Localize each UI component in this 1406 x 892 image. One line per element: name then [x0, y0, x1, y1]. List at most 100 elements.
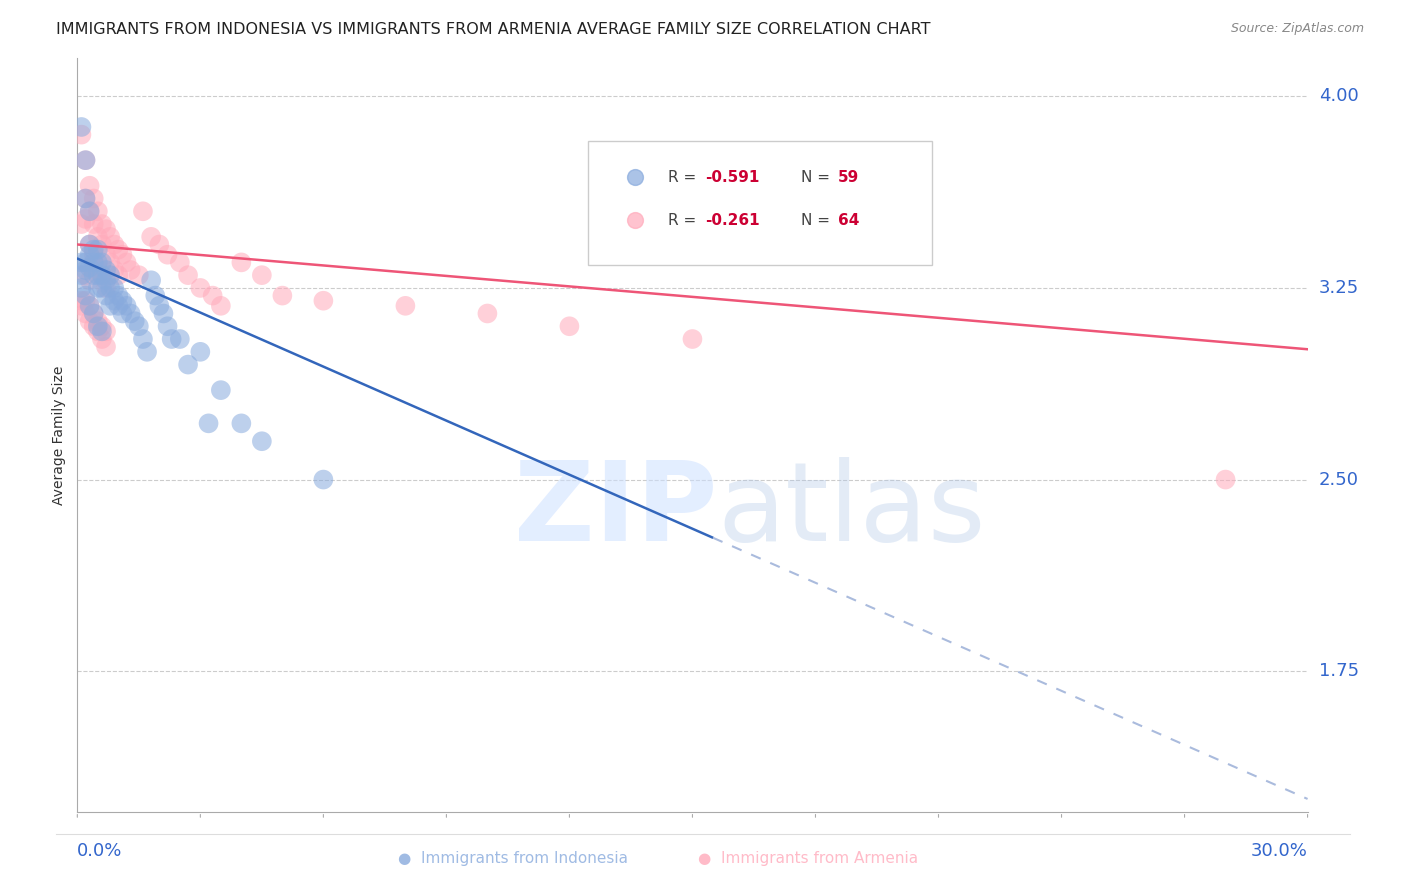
Point	[107, 268, 129, 282]
Point	[79, 260, 101, 275]
Point	[128, 319, 150, 334]
Point	[83, 268, 105, 282]
Text: R =: R =	[668, 169, 702, 185]
Point	[75, 293, 97, 308]
Text: Source: ZipAtlas.com: Source: ZipAtlas.com	[1230, 22, 1364, 36]
Text: ●  Immigrants from Indonesia: ● Immigrants from Indonesia	[398, 851, 628, 865]
Point	[87, 230, 110, 244]
Point	[90, 324, 114, 338]
Point	[75, 153, 97, 168]
Point	[87, 281, 110, 295]
Y-axis label: Average Family Size: Average Family Size	[52, 365, 66, 505]
Point	[98, 255, 121, 269]
Point	[682, 332, 704, 346]
Point	[107, 243, 129, 257]
Point	[115, 255, 138, 269]
Point	[312, 473, 335, 487]
Point	[136, 344, 159, 359]
Point	[231, 255, 253, 269]
Point	[250, 268, 273, 282]
Point	[111, 306, 134, 320]
Point	[1215, 473, 1237, 487]
Text: 0.0%: 0.0%	[77, 842, 122, 860]
Point	[143, 288, 166, 302]
Point	[83, 192, 105, 206]
Text: 30.0%: 30.0%	[1251, 842, 1308, 860]
Point	[90, 217, 114, 231]
Point	[90, 319, 114, 334]
Point	[90, 255, 114, 269]
Point	[94, 281, 117, 295]
Text: ZIP: ZIP	[513, 457, 717, 564]
Point	[120, 306, 142, 320]
Point	[83, 243, 105, 257]
Point	[83, 255, 105, 269]
Text: 2.50: 2.50	[1319, 471, 1358, 489]
Point	[87, 314, 110, 328]
Point	[75, 192, 97, 206]
Point	[94, 288, 117, 302]
Point	[160, 332, 183, 346]
Point	[70, 255, 93, 269]
Point	[152, 306, 174, 320]
Point	[83, 217, 105, 231]
Point	[79, 237, 101, 252]
Point	[169, 255, 191, 269]
Point	[250, 434, 273, 449]
Point	[94, 263, 117, 277]
Point	[231, 417, 253, 431]
Point	[75, 153, 97, 168]
FancyBboxPatch shape	[588, 141, 932, 265]
Point	[188, 344, 212, 359]
Point	[94, 273, 117, 287]
Point	[70, 281, 93, 295]
Point	[70, 217, 93, 231]
Point	[558, 319, 581, 334]
Point	[79, 299, 101, 313]
Point	[271, 288, 294, 302]
Point	[98, 230, 121, 244]
Point	[75, 211, 97, 226]
Point	[477, 306, 499, 320]
Point	[209, 299, 232, 313]
Point	[90, 268, 114, 282]
Point	[79, 204, 101, 219]
Point	[103, 263, 125, 277]
Point	[90, 332, 114, 346]
Point	[87, 204, 110, 219]
Point	[79, 248, 101, 262]
Point	[169, 332, 191, 346]
Point	[98, 268, 121, 282]
Point	[90, 281, 114, 295]
Text: -0.591: -0.591	[704, 169, 759, 185]
Point	[90, 268, 114, 282]
Text: atlas: atlas	[717, 457, 986, 564]
Point	[75, 306, 97, 320]
Text: ●  Immigrants from Armenia: ● Immigrants from Armenia	[699, 851, 918, 865]
Point	[115, 299, 138, 313]
Point	[83, 306, 105, 320]
Point	[70, 268, 93, 282]
Point	[87, 263, 110, 277]
Text: -0.261: -0.261	[704, 212, 759, 227]
Point	[79, 204, 101, 219]
Point	[128, 268, 150, 282]
Point	[124, 314, 146, 328]
Point	[70, 120, 93, 134]
Point	[87, 319, 110, 334]
Point	[132, 204, 155, 219]
Point	[75, 255, 97, 269]
Point	[87, 324, 110, 338]
Text: IMMIGRANTS FROM INDONESIA VS IMMIGRANTS FROM ARMENIA AVERAGE FAMILY SIZE CORRELA: IMMIGRANTS FROM INDONESIA VS IMMIGRANTS …	[56, 22, 931, 37]
Point	[94, 222, 117, 236]
Point	[132, 332, 155, 346]
Point	[141, 230, 163, 244]
Text: 64: 64	[838, 212, 859, 227]
Point	[312, 293, 335, 308]
Point	[79, 273, 101, 287]
Text: 1.75: 1.75	[1319, 662, 1358, 681]
Point	[79, 178, 101, 193]
Point	[103, 281, 125, 295]
Point	[197, 417, 219, 431]
Text: 3.25: 3.25	[1319, 279, 1360, 297]
